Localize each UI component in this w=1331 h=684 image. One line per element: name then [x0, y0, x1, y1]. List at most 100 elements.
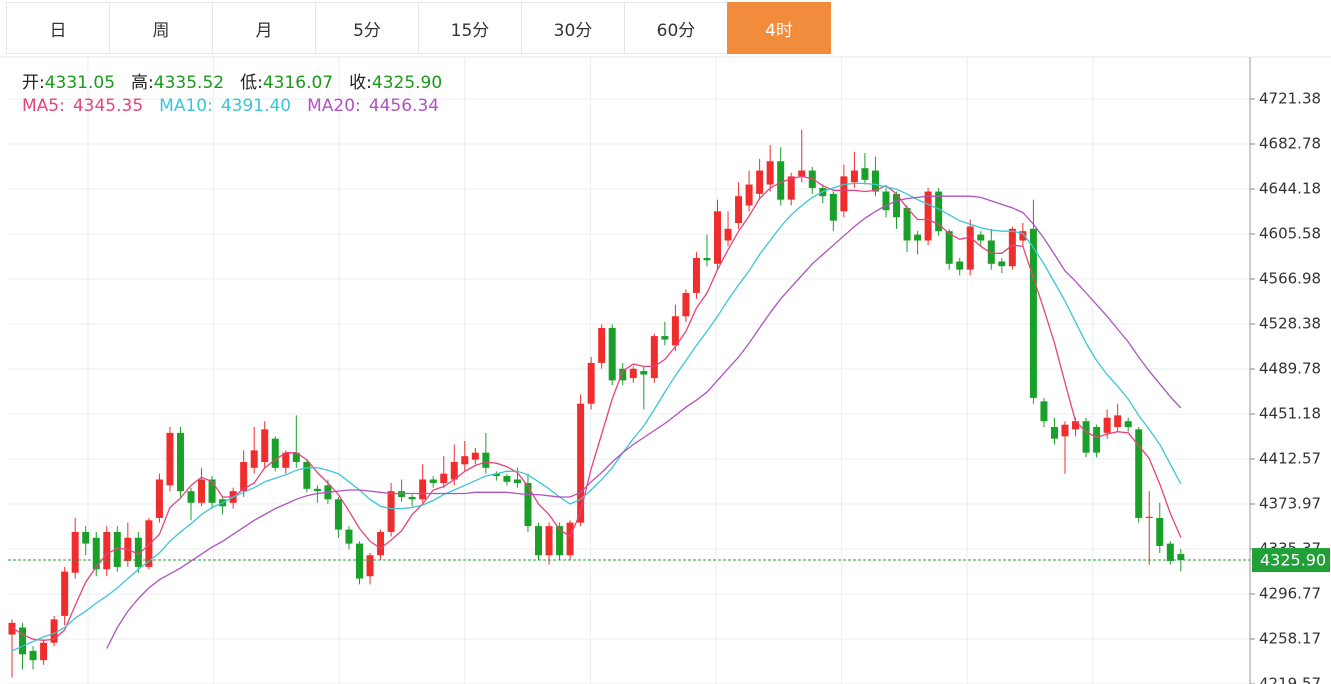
candle-body	[408, 496, 416, 500]
y-tick-label: 4296.77	[1259, 585, 1321, 603]
candle-body	[924, 191, 932, 241]
y-tick-label: 4489.78	[1259, 359, 1321, 377]
ohlc-value: 4331.05	[44, 73, 116, 93]
candle-body	[756, 170, 764, 194]
candle-body	[640, 371, 648, 375]
last-price-label: 4325.90	[1260, 551, 1326, 570]
candle-body	[387, 491, 395, 532]
candle-body	[871, 170, 879, 192]
candle-body	[1040, 401, 1048, 422]
candle-body	[155, 479, 163, 518]
candle-body	[355, 543, 363, 579]
candle-body	[208, 479, 216, 503]
period-tab[interactable]: 60分	[624, 2, 728, 54]
candle-body	[240, 461, 248, 492]
ohlc-label: 开:	[22, 73, 45, 93]
candle-body	[482, 452, 490, 468]
ohlc-value: 4316.07	[262, 73, 334, 93]
ohlc-label: 低:	[240, 73, 263, 93]
candle-body	[1177, 554, 1185, 561]
candle-body	[134, 537, 142, 567]
candle-body	[598, 327, 606, 363]
candle-body	[1124, 421, 1132, 428]
candle-body	[103, 531, 111, 570]
candle-body	[903, 207, 911, 241]
candle-body	[577, 403, 585, 523]
candle-body	[861, 168, 869, 180]
candle-body	[787, 176, 795, 200]
candle-body	[29, 650, 37, 661]
candle-body	[692, 257, 700, 293]
candle-body	[682, 292, 690, 317]
candle-body	[166, 432, 174, 486]
candle-body	[271, 438, 279, 468]
candle-body	[176, 432, 184, 492]
candle-body	[840, 176, 848, 212]
period-tab[interactable]: 15分	[418, 2, 522, 54]
candle-body	[524, 482, 532, 527]
y-tick-label: 4682.78	[1259, 134, 1321, 152]
ohlc-label: 高:	[131, 73, 154, 93]
candle-body	[766, 161, 774, 185]
candle-body	[334, 499, 342, 530]
candle-body	[661, 336, 669, 340]
ma-legend-value: 4345.35	[72, 96, 144, 116]
candle-body	[914, 234, 922, 241]
period-tab[interactable]: 4时	[727, 2, 831, 54]
candle-body	[461, 456, 469, 465]
candle-body	[945, 231, 953, 264]
candle-body	[882, 191, 890, 211]
candle-body	[998, 261, 1006, 267]
candle-body	[977, 234, 985, 241]
ma-line	[11, 182, 1182, 652]
candle-body	[71, 531, 79, 573]
candle-body	[703, 257, 711, 261]
ohlc-value: 4335.52	[153, 73, 225, 93]
candle-body	[1135, 429, 1143, 518]
candle-body	[556, 526, 564, 556]
y-tick-label: 4258.17	[1259, 630, 1321, 648]
candle-body	[619, 368, 627, 381]
ma-legend-value: 4456.34	[368, 96, 440, 116]
y-tick-label: 4451.18	[1259, 404, 1321, 422]
y-tick-label: 4721.38	[1259, 89, 1321, 107]
period-tab[interactable]: 周	[109, 2, 213, 54]
candle-body	[1166, 543, 1174, 562]
candle-body	[1093, 427, 1101, 453]
period-tab[interactable]: 月	[212, 2, 316, 54]
period-tab[interactable]: 5分	[315, 2, 419, 54]
ma-legend-name: MA5:	[22, 96, 65, 116]
candle-body	[714, 211, 722, 264]
candle-body	[1029, 228, 1037, 398]
candle-body	[492, 473, 500, 476]
candle-body	[187, 491, 195, 503]
candle-body	[629, 368, 637, 379]
candle-body	[8, 622, 16, 635]
candle-body	[1145, 516, 1153, 518]
period-tab[interactable]: 30分	[521, 2, 625, 54]
candle-body	[735, 196, 743, 224]
candle-body	[450, 461, 458, 480]
candle-body	[1050, 427, 1058, 439]
candle-body	[261, 429, 269, 462]
candle-body	[829, 193, 837, 221]
candle-body	[587, 362, 595, 404]
candle-body	[1061, 424, 1069, 437]
candle-body	[777, 161, 785, 200]
ohlc-value: 4325.90	[371, 73, 443, 93]
candle-body	[987, 240, 995, 264]
ma-legend-value: 4391.40	[220, 96, 292, 116]
candle-body	[303, 461, 311, 489]
candle-body	[92, 537, 100, 570]
period-tab[interactable]: 日	[6, 2, 110, 54]
candle-body	[1114, 415, 1122, 428]
candle-body	[1008, 228, 1016, 267]
candle-body	[671, 316, 679, 346]
candle-body	[850, 170, 858, 183]
candle-body	[19, 627, 27, 655]
ohlc-label: 收:	[349, 73, 372, 93]
candle-body	[40, 642, 48, 661]
candle-body	[745, 184, 753, 206]
candle-body	[145, 520, 153, 567]
